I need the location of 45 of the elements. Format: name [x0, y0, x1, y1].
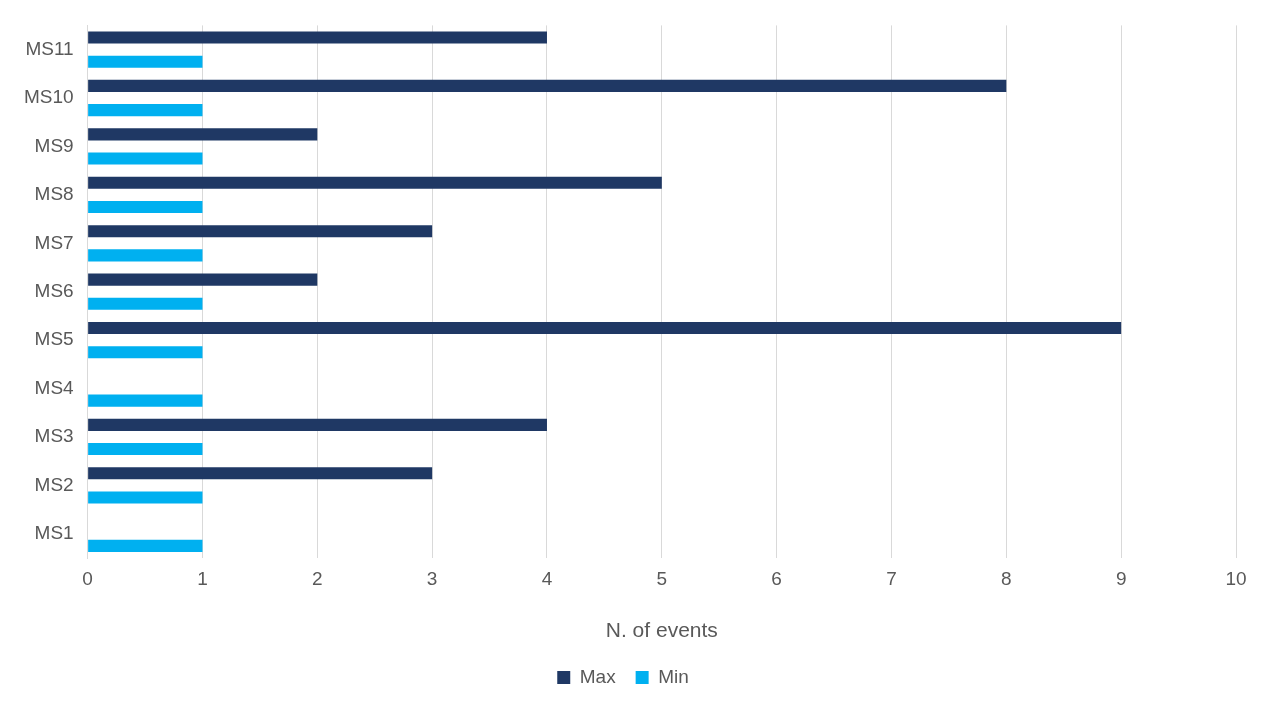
x-tick-label: 3 — [426, 567, 438, 589]
bar — [88, 321, 1122, 335]
x-tick-label: 10 — [1225, 567, 1247, 589]
y-tick-label: MS2 — [34, 473, 74, 495]
x-tick-label: 9 — [1115, 567, 1127, 589]
bar — [88, 31, 547, 44]
bar — [88, 225, 433, 238]
x-tick-label: 5 — [656, 567, 668, 589]
bar — [88, 467, 433, 480]
y-tick-label: MS1 — [34, 522, 74, 544]
x-tick-label: 8 — [1001, 567, 1012, 589]
x-axis-title: N. of events — [605, 618, 718, 642]
bar — [88, 418, 547, 431]
bar — [88, 273, 318, 286]
x-tick-label: 1 — [197, 567, 208, 589]
bar — [88, 346, 203, 359]
bar — [88, 79, 1007, 92]
bar — [88, 152, 203, 165]
bar — [88, 443, 203, 456]
y-tick-label: MS4 — [34, 376, 75, 398]
y-tick-label: MS5 — [34, 328, 74, 350]
bar — [88, 176, 662, 189]
y-tick-label: MS6 — [34, 279, 74, 301]
y-tick-label: MS11 — [25, 37, 74, 59]
bar — [88, 249, 203, 262]
bar — [88, 539, 203, 552]
bar — [88, 200, 203, 214]
bar — [88, 491, 203, 504]
x-tick-label: 6 — [771, 567, 782, 589]
bar — [88, 128, 318, 141]
bar — [88, 55, 203, 68]
bar — [88, 104, 203, 117]
x-tick-label: 7 — [886, 567, 897, 589]
x-tick-label: 2 — [312, 567, 323, 589]
legend-label: Min — [658, 665, 689, 687]
bar — [88, 297, 203, 310]
x-tick-label: 0 — [82, 567, 93, 589]
y-tick-label: MS7 — [34, 231, 74, 253]
y-tick-label: MS3 — [34, 425, 74, 447]
x-tick-label: 4 — [541, 567, 553, 589]
y-tick-label: MS9 — [34, 134, 74, 156]
bar — [88, 394, 203, 407]
y-tick-label: MS10 — [23, 86, 74, 108]
legend-label: Max — [579, 665, 617, 687]
y-tick-label: MS8 — [34, 183, 74, 205]
